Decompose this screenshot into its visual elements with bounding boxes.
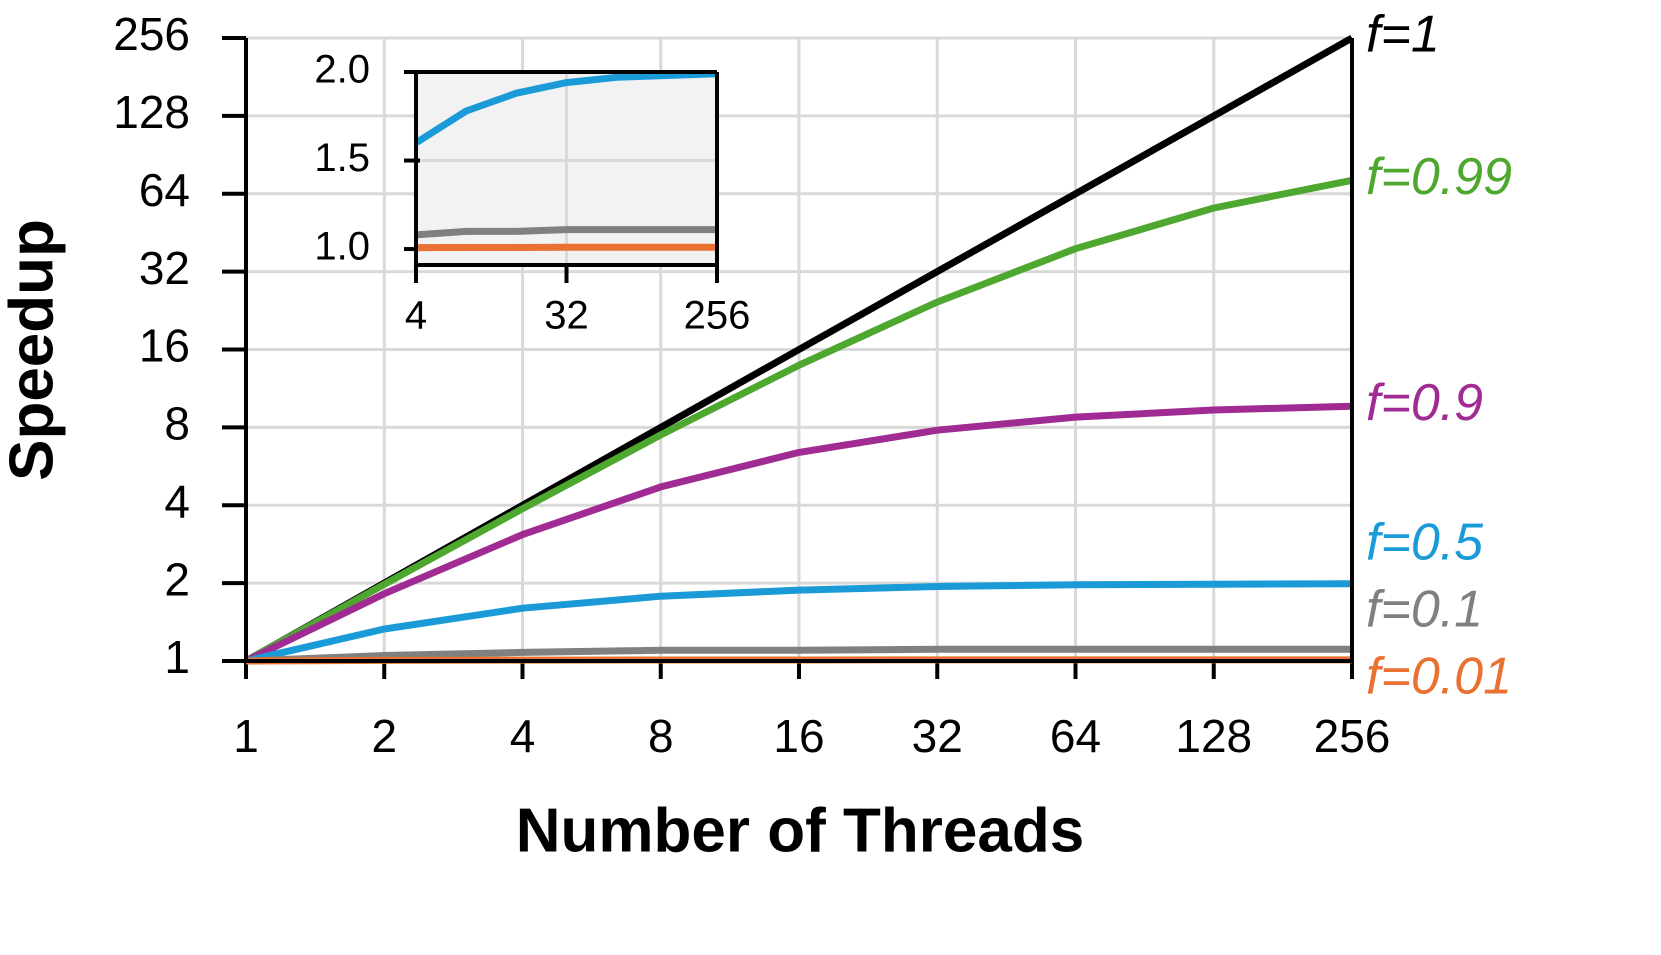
x-tick-label: 4 (510, 710, 536, 762)
x-tick-label: 128 (1175, 710, 1252, 762)
x-tick-label: 1 (233, 710, 259, 762)
y-tick-label: 128 (113, 86, 190, 138)
x-tick-label: 32 (912, 710, 963, 762)
y-tick-label: 1 (164, 631, 190, 683)
series-label: f=0.9 (1366, 374, 1483, 432)
y-tick-label: 1.0 (314, 225, 370, 269)
series-label: f=1 (1366, 6, 1440, 64)
x-tick-label: 16 (773, 710, 824, 762)
y-tick-label: 16 (139, 320, 190, 372)
x-tick-label: 64 (1050, 710, 1101, 762)
series-label: f=0.99 (1366, 148, 1512, 206)
series-label: f=0.1 (1366, 581, 1483, 639)
x-tick-label: 8 (648, 710, 674, 762)
y-tick-label: 2.0 (314, 48, 370, 92)
y-axis-title: Speedup (0, 219, 66, 481)
x-tick-label: 256 (684, 294, 751, 338)
series-label: f=0.01 (1366, 648, 1512, 706)
x-tick-label: 2 (371, 710, 397, 762)
x-axis-title: Number of Threads (516, 796, 1084, 865)
y-tick-label: 256 (113, 8, 190, 60)
series-label: f=0.5 (1366, 514, 1484, 572)
y-tick-label: 4 (164, 475, 190, 527)
x-tick-label: 256 (1314, 710, 1391, 762)
y-tick-label: 2 (164, 553, 190, 605)
x-tick-label: 32 (544, 294, 589, 338)
x-tick-label: 4 (405, 294, 427, 338)
y-tick-label: 8 (164, 398, 190, 450)
y-tick-label: 64 (139, 164, 190, 216)
y-tick-label: 32 (139, 242, 190, 294)
y-tick-label: 1.5 (314, 136, 370, 180)
